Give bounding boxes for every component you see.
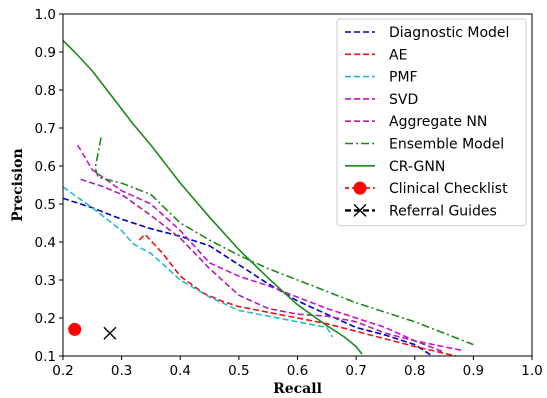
x-tick-label: 0.5 bbox=[228, 363, 249, 379]
x-axis-label: Recall bbox=[273, 381, 322, 397]
point-referral-guides bbox=[103, 326, 117, 340]
legend-box bbox=[336, 18, 527, 227]
series-line-ensemble-model bbox=[94, 137, 474, 346]
y-tick-label: 0.2 bbox=[35, 311, 56, 327]
y-tick-label: 0.4 bbox=[35, 235, 56, 251]
legend-label: Clinical Checklist bbox=[389, 181, 508, 197]
x-tick-label: 0.2 bbox=[52, 363, 73, 379]
x-tick-label: 0.4 bbox=[170, 363, 191, 379]
legend-entry-diagnostic-model: Diagnostic Model bbox=[345, 25, 509, 41]
legend-marker bbox=[353, 181, 367, 195]
legend-entry-pmf: PMF bbox=[345, 70, 418, 86]
x-axis-ticks: 0.2 0.3 0.4 0.5 0.6 0.7 0.8 0.9 1.0 bbox=[52, 356, 543, 379]
series-layer bbox=[62, 40, 474, 357]
y-tick-label: 0.3 bbox=[35, 273, 56, 289]
legend-label: Ensemble Model bbox=[389, 137, 504, 153]
y-tick-label: 0.1 bbox=[35, 349, 56, 365]
legend-label: Diagnostic Model bbox=[389, 25, 509, 41]
y-tick-label: 0.5 bbox=[35, 197, 56, 213]
x-tick-label: 0.9 bbox=[463, 363, 484, 379]
y-tick-label: 0.7 bbox=[35, 121, 56, 137]
series-line-aggregate-nn bbox=[80, 178, 445, 353]
series-line-ae bbox=[138, 233, 456, 357]
y-tick-label: 0.9 bbox=[35, 45, 56, 61]
points-layer bbox=[68, 322, 117, 340]
series-line-svd bbox=[77, 144, 462, 352]
x-tick-label: 0.6 bbox=[287, 363, 308, 379]
y-tick-label: 0.8 bbox=[35, 83, 56, 99]
series-line-pmf bbox=[62, 186, 334, 338]
legend-entry-cr-gnn: CR-GNN bbox=[345, 159, 445, 175]
legend-label: Referral Guides bbox=[389, 203, 497, 219]
legend-entry-ae: AE bbox=[345, 47, 407, 63]
legend-entry-svd: SVD bbox=[345, 92, 418, 108]
y-tick-label: 1.0 bbox=[35, 7, 56, 23]
legend-entry-aggregate-nn: Aggregate NN bbox=[345, 114, 487, 130]
legend-label: SVD bbox=[389, 92, 418, 108]
x-tick-label: 0.3 bbox=[111, 363, 132, 379]
legend: Diagnostic Model AE PMF SVD Aggregate NN Ense… bbox=[336, 18, 527, 227]
legend-label: CR-GNN bbox=[389, 159, 445, 175]
legend-label: Aggregate NN bbox=[389, 114, 487, 130]
y-axis-ticks: 0.1 0.2 0.3 0.4 0.5 0.6 0.7 0.8 0.9 1.0 bbox=[35, 7, 63, 365]
x-tick-label: 0.7 bbox=[345, 363, 366, 379]
legend-entry-clinical-checklist: Clinical Checklist bbox=[345, 181, 508, 197]
y-axis-label: Precision bbox=[10, 148, 26, 221]
legend-entry-referral-guides: Referral Guides bbox=[345, 203, 497, 219]
x-tick-label: 1.0 bbox=[521, 363, 542, 379]
series-line-diagnostic-model bbox=[62, 197, 433, 357]
x-tick-label: 0.8 bbox=[404, 363, 425, 379]
y-tick-label: 0.6 bbox=[35, 159, 56, 175]
series-line-cr-gnn bbox=[62, 40, 363, 355]
legend-entry-ensemble-model: Ensemble Model bbox=[345, 137, 504, 153]
point-clinical-checklist bbox=[68, 322, 82, 336]
legend-label: PMF bbox=[389, 70, 418, 86]
legend-label: AE bbox=[389, 47, 407, 63]
